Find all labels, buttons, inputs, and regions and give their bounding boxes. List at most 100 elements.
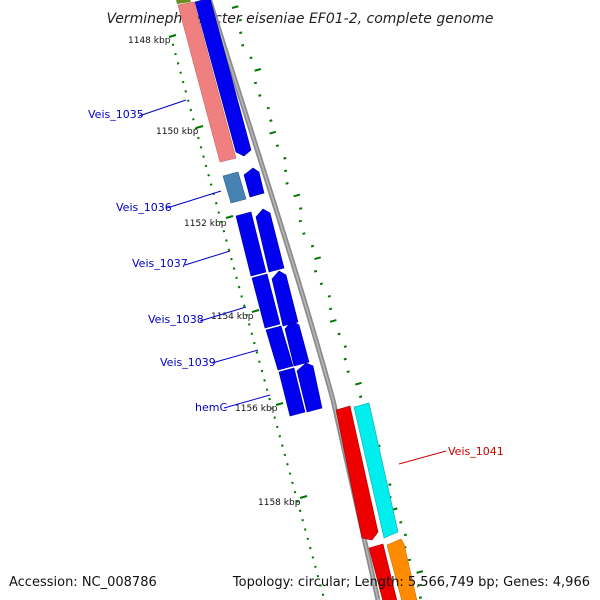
gene-red-bottom[interactable] <box>368 543 398 600</box>
map-title: Verminephrobacter eiseniae EF01-2, compl… <box>106 11 493 27</box>
minor-tick <box>184 90 187 93</box>
gc-tick <box>275 144 279 148</box>
minor-tick <box>314 565 317 569</box>
label-veis-1039[interactable]: Veis_1039 <box>160 356 216 369</box>
gene-forward-1039b[interactable] <box>284 320 310 367</box>
label-veis-1041[interactable]: Veis_1041 <box>448 445 504 458</box>
minor-tick <box>222 229 226 233</box>
gc-tick <box>238 18 242 22</box>
gene-veis-1036[interactable] <box>222 171 247 204</box>
kbp-label-1158: 1158 kbp <box>258 498 301 508</box>
gc-tick <box>285 182 289 185</box>
minor-tick <box>301 518 304 522</box>
minor-tick <box>179 71 182 74</box>
minor-tick <box>263 379 266 382</box>
leader-veis-1037 <box>184 250 231 266</box>
leader-veis-1036 <box>166 190 222 209</box>
gc-tick <box>269 130 277 135</box>
minor-tick <box>237 285 241 289</box>
gc-tick <box>319 282 324 286</box>
kbp-scale: 1148 kbp 1150 kbp 1152 kbp 1154 kbp 1156… <box>128 34 308 508</box>
gene-veis-1037[interactable] <box>235 211 267 277</box>
gc-tick <box>418 583 422 587</box>
minor-tick <box>235 276 238 280</box>
gene-hemc[interactable] <box>278 367 306 417</box>
gc-tick <box>359 395 363 399</box>
gene-veis-1035[interactable] <box>177 1 237 163</box>
minor-tick <box>176 62 180 65</box>
minor-tick <box>199 146 203 149</box>
gc-tick <box>239 31 243 35</box>
kbp-label-1148: 1148 kbp <box>128 36 171 46</box>
minor-tick <box>245 313 248 317</box>
gc-tick <box>253 81 258 85</box>
kbp-tick <box>299 495 308 499</box>
gene-forward-small[interactable] <box>243 167 265 198</box>
gc-tick <box>418 596 423 599</box>
gc-tick <box>283 156 287 160</box>
minor-tick <box>258 360 261 363</box>
gc-tick <box>346 370 350 374</box>
gc-tick <box>328 307 333 311</box>
gc-tick <box>403 533 408 537</box>
gene-veis-1039[interactable] <box>265 325 294 371</box>
minor-tick <box>217 211 221 214</box>
gene-cyan[interactable] <box>353 402 399 539</box>
label-veis-1038[interactable]: Veis_1038 <box>148 313 204 326</box>
gc-tick <box>266 106 270 110</box>
gc-tick <box>314 256 322 261</box>
minor-tick <box>286 463 289 466</box>
minor-tick <box>260 369 264 373</box>
minor-tick <box>192 118 195 121</box>
minor-tick <box>194 127 198 130</box>
minor-tick <box>242 304 246 307</box>
minor-tick <box>225 239 228 242</box>
label-veis-1035[interactable]: Veis_1035 <box>88 108 144 121</box>
minor-tick <box>319 584 322 587</box>
gc-tick <box>337 332 341 336</box>
label-veis-1036[interactable]: Veis_1036 <box>116 201 172 214</box>
gene-forward-1037b[interactable] <box>255 208 285 273</box>
leader-veis-1041 <box>398 450 447 465</box>
minor-tick <box>232 267 236 270</box>
gc-tick <box>241 43 245 47</box>
minor-tick <box>281 444 284 447</box>
minor-tick <box>181 80 185 84</box>
minor-tick <box>298 509 302 513</box>
minor-tick <box>227 248 231 252</box>
minor-tick <box>291 481 294 485</box>
label-hemc[interactable]: hemC <box>195 401 227 414</box>
gene-orange-bottom[interactable] <box>386 538 418 600</box>
kbp-tick <box>195 125 204 129</box>
backbone-highlight <box>208 0 379 600</box>
gc-tick <box>298 219 302 223</box>
minor-tick <box>171 43 175 46</box>
minor-tick <box>202 155 205 158</box>
gene-olive-fragment[interactable] <box>175 0 191 4</box>
label-veis-1037[interactable]: Veis_1037 <box>132 257 188 270</box>
minor-tick <box>278 435 282 438</box>
gc-tick <box>299 207 303 210</box>
minor-tick <box>309 546 312 550</box>
minor-tick <box>303 528 307 531</box>
minor-tick <box>209 183 213 186</box>
topology-summary: Topology: circular; Length: 5,566,749 bp… <box>232 575 590 590</box>
gc-tick <box>327 295 331 298</box>
gc-tick <box>249 56 253 60</box>
kbp-label-1154: 1154 kbp <box>211 312 254 322</box>
gc-tick <box>343 345 347 348</box>
minor-tick <box>306 537 309 541</box>
kbp-label-1150: 1150 kbp <box>156 127 199 137</box>
gene-forward-1038b[interactable] <box>271 270 299 327</box>
accession-text: Accession: NC_008786 <box>9 575 157 590</box>
gene-forward-top[interactable] <box>194 0 252 157</box>
minor-tick <box>296 500 299 503</box>
gene-veis-1041[interactable] <box>335 405 379 541</box>
gene-forward-hemc-b[interactable] <box>296 362 323 413</box>
minor-tick <box>311 556 315 559</box>
gc-tick <box>231 5 239 9</box>
gene-veis-1038[interactable] <box>251 273 281 329</box>
gc-tick <box>283 169 288 173</box>
minor-tick <box>214 202 218 205</box>
